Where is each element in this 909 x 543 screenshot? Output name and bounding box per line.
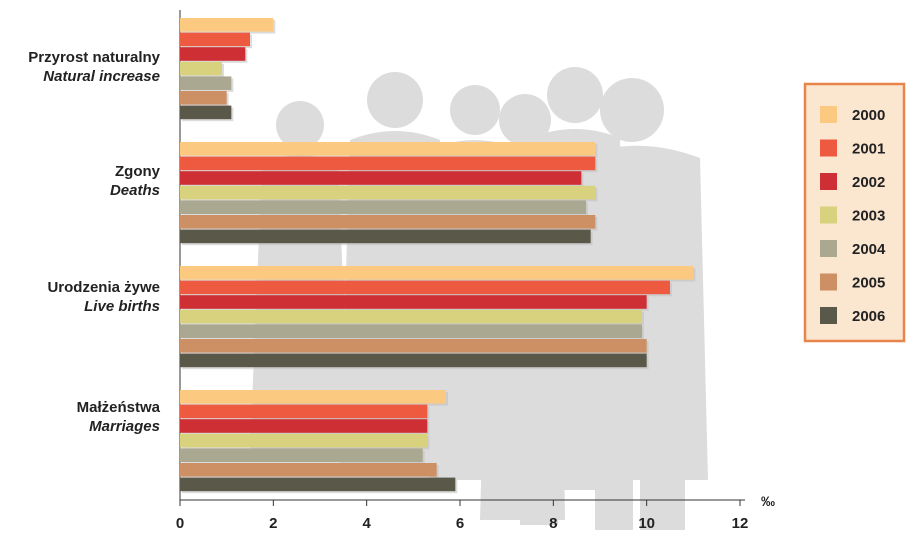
x-tick-label: 10 bbox=[638, 515, 655, 532]
category-label-pl: Urodzenia żywe bbox=[47, 279, 160, 296]
category-label-pl: Małżeństwa bbox=[77, 399, 161, 416]
legend-label-2006: 2006 bbox=[852, 308, 885, 325]
legend-swatch-2002 bbox=[820, 173, 837, 190]
legend-label-2003: 2003 bbox=[852, 208, 885, 225]
bar-2002-2 bbox=[180, 295, 647, 309]
bar-2000-3 bbox=[180, 390, 446, 404]
bar-2000-2 bbox=[180, 266, 694, 280]
x-tick-label: 12 bbox=[732, 515, 749, 532]
legend-label-2004: 2004 bbox=[852, 241, 886, 258]
bar-2003-1 bbox=[180, 185, 596, 200]
bar-2001-0 bbox=[180, 32, 250, 47]
category-label-pl: Zgony bbox=[115, 163, 161, 180]
bar-2006-2 bbox=[180, 353, 647, 368]
bar-2002-0 bbox=[180, 47, 246, 61]
x-tick-label: 4 bbox=[362, 515, 371, 532]
category-label-pl: Przyrost naturalny bbox=[28, 49, 160, 66]
category-label-en: Marriages bbox=[89, 418, 160, 435]
bar-2006-1 bbox=[180, 229, 591, 244]
category-label-en: Live births bbox=[84, 298, 160, 315]
bar-2003-3 bbox=[180, 433, 428, 448]
legend-label-2001: 2001 bbox=[852, 141, 885, 158]
bar-2004-0 bbox=[180, 76, 232, 90]
bar-2004-3 bbox=[180, 448, 423, 462]
bar-2001-3 bbox=[180, 404, 428, 419]
bar-2000-0 bbox=[180, 18, 274, 32]
bar-2006-0 bbox=[180, 105, 232, 120]
bar-2004-2 bbox=[180, 324, 642, 338]
x-tick-label: 0 bbox=[176, 515, 184, 532]
legend-swatch-2006 bbox=[820, 307, 837, 324]
x-axis-ticks: 0 2 4 6 8 10 12 bbox=[176, 500, 749, 532]
bar-2000-1 bbox=[180, 142, 596, 156]
bar-2002-1 bbox=[180, 171, 582, 185]
category-label-en: Natural increase bbox=[43, 68, 160, 85]
bar-2003-0 bbox=[180, 61, 222, 76]
bar-2005-0 bbox=[180, 91, 227, 105]
x-tick-label: 6 bbox=[456, 515, 464, 532]
bar-2003-2 bbox=[180, 309, 642, 324]
legend-label-2005: 2005 bbox=[852, 275, 885, 292]
legend-swatch-2003 bbox=[820, 206, 837, 224]
bar-2005-2 bbox=[180, 339, 647, 353]
category-label-en: Deaths bbox=[110, 182, 160, 199]
bar-2004-1 bbox=[180, 200, 586, 214]
bar-2001-1 bbox=[180, 156, 596, 171]
x-tick-label: 8 bbox=[549, 515, 557, 532]
legend-label-2000: 2000 bbox=[852, 107, 885, 124]
legend-swatch-2005 bbox=[820, 273, 837, 291]
bar-2006-3 bbox=[180, 477, 456, 492]
legend-label-2002: 2002 bbox=[852, 174, 885, 191]
legend-swatch-2004 bbox=[820, 240, 837, 257]
bar-2001-2 bbox=[180, 280, 670, 295]
bars bbox=[180, 18, 696, 494]
legend: 2000 2001 2002 2003 2004 2005 2006 bbox=[803, 82, 906, 343]
unit-label: ‰ bbox=[761, 493, 775, 509]
bar-2002-3 bbox=[180, 419, 428, 433]
legend-swatch-2001 bbox=[820, 139, 837, 157]
legend-swatch-2000 bbox=[820, 106, 837, 123]
bar-2005-1 bbox=[180, 215, 596, 229]
bar-2005-3 bbox=[180, 463, 437, 477]
category-labels: Przyrost naturalny Natural increase Zgony D… bbox=[28, 49, 160, 435]
legend-items: 2000 2001 2002 2003 2004 2005 2006 bbox=[820, 106, 886, 325]
x-tick-label: 2 bbox=[269, 515, 277, 532]
